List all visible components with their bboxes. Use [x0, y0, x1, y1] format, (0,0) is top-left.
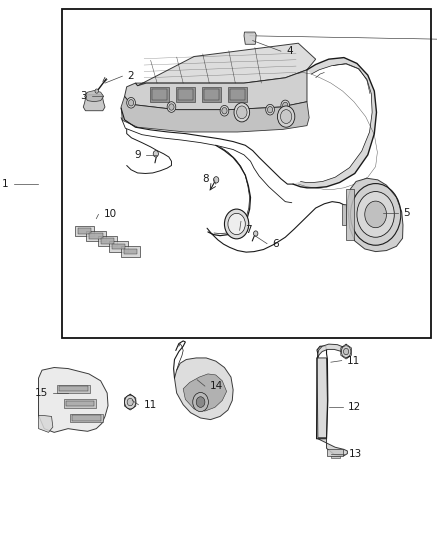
Polygon shape	[85, 91, 104, 102]
Circle shape	[214, 176, 219, 183]
Text: 11: 11	[347, 356, 360, 366]
Circle shape	[343, 349, 349, 355]
Circle shape	[153, 151, 159, 157]
Polygon shape	[66, 401, 94, 406]
Text: 5: 5	[403, 208, 410, 219]
Circle shape	[127, 98, 135, 108]
Polygon shape	[152, 90, 167, 100]
Polygon shape	[317, 358, 327, 438]
Polygon shape	[39, 368, 108, 432]
Polygon shape	[244, 32, 256, 44]
Circle shape	[196, 397, 205, 407]
Polygon shape	[228, 87, 247, 102]
Text: 11: 11	[144, 400, 157, 410]
Circle shape	[127, 398, 133, 406]
Polygon shape	[57, 384, 90, 393]
Polygon shape	[318, 439, 347, 456]
Polygon shape	[121, 246, 140, 256]
Circle shape	[266, 104, 274, 115]
Circle shape	[280, 110, 292, 124]
Circle shape	[234, 103, 250, 122]
Polygon shape	[83, 95, 105, 111]
Circle shape	[281, 100, 290, 111]
Circle shape	[268, 107, 273, 113]
Polygon shape	[346, 189, 354, 240]
Polygon shape	[121, 96, 309, 132]
Polygon shape	[75, 225, 94, 236]
Text: 10: 10	[104, 209, 117, 220]
Polygon shape	[342, 204, 346, 225]
Polygon shape	[230, 90, 245, 100]
Circle shape	[228, 213, 245, 235]
Circle shape	[341, 346, 351, 358]
Circle shape	[277, 106, 295, 127]
Polygon shape	[60, 386, 88, 391]
Polygon shape	[64, 399, 96, 408]
Circle shape	[193, 392, 208, 411]
Polygon shape	[293, 58, 377, 188]
Polygon shape	[178, 90, 193, 100]
Polygon shape	[86, 231, 106, 241]
Polygon shape	[72, 415, 101, 421]
Polygon shape	[331, 456, 339, 458]
Text: 8: 8	[202, 174, 208, 184]
Circle shape	[237, 106, 247, 119]
Polygon shape	[347, 178, 403, 252]
Polygon shape	[98, 236, 117, 246]
Polygon shape	[202, 87, 222, 102]
Polygon shape	[327, 449, 343, 456]
Text: 13: 13	[349, 449, 362, 458]
Polygon shape	[174, 358, 233, 419]
Polygon shape	[135, 43, 316, 86]
Circle shape	[95, 89, 99, 93]
Text: 9: 9	[134, 150, 141, 160]
Circle shape	[224, 209, 249, 239]
Text: 4: 4	[286, 46, 293, 56]
Polygon shape	[39, 415, 53, 432]
Polygon shape	[78, 228, 91, 233]
Circle shape	[124, 395, 136, 409]
Polygon shape	[150, 87, 169, 102]
Text: 14: 14	[210, 381, 223, 391]
Polygon shape	[110, 241, 128, 252]
Polygon shape	[101, 238, 114, 244]
Polygon shape	[70, 414, 103, 422]
Text: 6: 6	[272, 239, 279, 248]
Circle shape	[254, 231, 258, 236]
Circle shape	[222, 108, 227, 114]
Circle shape	[128, 100, 134, 106]
Circle shape	[169, 104, 174, 110]
Circle shape	[365, 201, 386, 228]
Polygon shape	[124, 70, 307, 110]
Text: 7: 7	[245, 225, 251, 236]
Polygon shape	[183, 374, 226, 411]
Text: 12: 12	[348, 402, 361, 413]
Circle shape	[167, 102, 176, 112]
Text: 15: 15	[35, 388, 48, 398]
Polygon shape	[318, 344, 348, 358]
Polygon shape	[89, 233, 102, 239]
Polygon shape	[176, 87, 195, 102]
Text: 2: 2	[127, 71, 134, 81]
Polygon shape	[204, 90, 219, 100]
Text: 3: 3	[80, 91, 87, 101]
Bar	[62, 9, 431, 338]
Text: 1: 1	[2, 179, 9, 189]
Circle shape	[220, 106, 229, 116]
Polygon shape	[124, 248, 137, 254]
Polygon shape	[112, 244, 125, 249]
Circle shape	[283, 102, 288, 109]
Circle shape	[357, 191, 394, 237]
